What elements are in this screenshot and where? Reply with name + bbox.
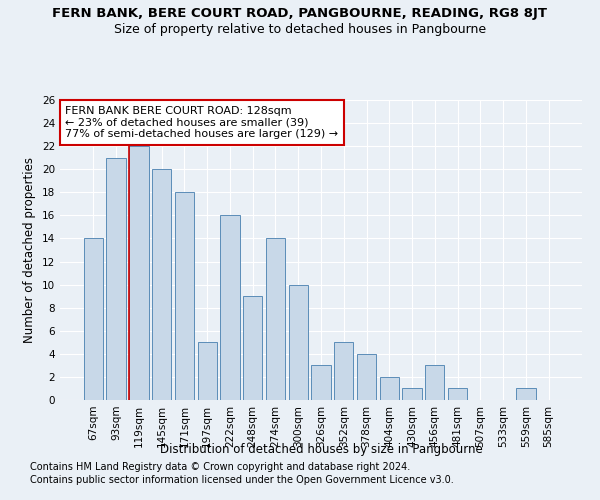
Bar — [425, 366, 445, 400]
Text: Contains HM Land Registry data © Crown copyright and database right 2024.: Contains HM Land Registry data © Crown c… — [30, 462, 410, 472]
Bar — [152, 169, 172, 400]
Bar — [311, 366, 331, 400]
Bar — [334, 342, 353, 400]
Bar — [289, 284, 308, 400]
Bar — [220, 216, 239, 400]
Bar — [448, 388, 467, 400]
Bar — [266, 238, 285, 400]
Bar — [129, 146, 149, 400]
Text: FERN BANK, BERE COURT ROAD, PANGBOURNE, READING, RG8 8JT: FERN BANK, BERE COURT ROAD, PANGBOURNE, … — [53, 8, 548, 20]
Bar — [175, 192, 194, 400]
Bar — [106, 158, 126, 400]
Text: Contains public sector information licensed under the Open Government Licence v3: Contains public sector information licen… — [30, 475, 454, 485]
Bar — [380, 377, 399, 400]
Bar — [84, 238, 103, 400]
Bar — [357, 354, 376, 400]
Y-axis label: Number of detached properties: Number of detached properties — [23, 157, 37, 343]
Text: FERN BANK BERE COURT ROAD: 128sqm
← 23% of detached houses are smaller (39)
77% : FERN BANK BERE COURT ROAD: 128sqm ← 23% … — [65, 106, 338, 139]
Text: Size of property relative to detached houses in Pangbourne: Size of property relative to detached ho… — [114, 22, 486, 36]
Bar — [243, 296, 262, 400]
Bar — [197, 342, 217, 400]
Text: Distribution of detached houses by size in Pangbourne: Distribution of detached houses by size … — [160, 442, 482, 456]
Bar — [403, 388, 422, 400]
Bar — [516, 388, 536, 400]
